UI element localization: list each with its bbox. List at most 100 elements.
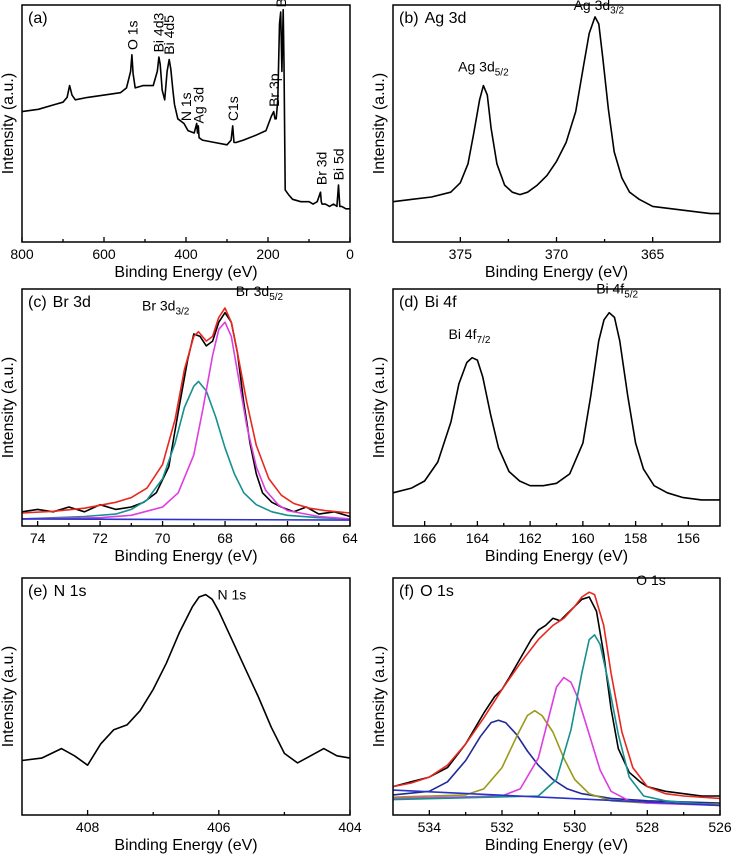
panel-b: 375 370 365 Binding Energy (eV) Intensity (a… (371, 0, 721, 281)
x-axis-title: Binding Energy (eV) (114, 548, 257, 565)
series-background (21, 518, 351, 521)
peak-label-subscript: 3/2 (610, 6, 624, 17)
panel-title: Br 3d (53, 294, 91, 311)
series-survey (21, 8, 350, 210)
peak-label-text: Bi 4d5 (161, 15, 177, 55)
peak-label-br-3p: Br 3p (266, 73, 282, 107)
peak-label-br-3d: Br 3d5/2 (236, 283, 284, 303)
x-tick-label: 530 (563, 819, 587, 835)
plot-frame (392, 577, 721, 816)
panel-letter: (f) (399, 583, 414, 600)
y-axis-title: Intensity (a.u.) (371, 73, 388, 174)
x-tick-label: 370 (545, 246, 569, 262)
peak-label-c1s: C1s (225, 96, 241, 121)
series-n-1s (21, 593, 351, 767)
peak-label-br-3d: Br 3d (313, 152, 329, 185)
series-br-3d3-2 (21, 380, 351, 520)
x-tick-label: 156 (677, 530, 701, 546)
series-bi-4f (392, 311, 720, 501)
peak-label-text: Ag 3d (574, 0, 611, 13)
x-tick-label: 0 (346, 246, 354, 262)
x-axis-title: Binding Energy (eV) (114, 264, 257, 281)
panel-letter: (b) (399, 10, 419, 27)
y-axis-title: Intensity (a.u.) (371, 646, 388, 747)
plot-frame (21, 288, 351, 527)
peak-label-subscript: 5/2 (495, 67, 509, 78)
panel-title: N 1s (54, 583, 87, 600)
x-axis-title: Binding Energy (eV) (485, 837, 628, 854)
peak-label-bi-4d3: Bi 4d3 (151, 12, 167, 52)
panel-label: (a) (28, 10, 48, 27)
peak-label-text: Bi 4f (449, 326, 477, 342)
peak-label-o-1s: O 1s (636, 572, 666, 588)
x-tick-label: 66 (280, 530, 296, 546)
panel-title: O 1s (420, 583, 454, 600)
y-axis-title: Intensity (a.u.) (371, 357, 388, 458)
series-component-529-5 (392, 634, 721, 807)
panel-a: 800 600 400 200 0 Binding Energy (eV) Intensit… (0, 0, 354, 281)
y-axis-title: Intensity (a.u.) (0, 73, 17, 174)
peak-label-text: Bi 5d (331, 148, 347, 180)
peak-label-o-1s: O 1s (124, 20, 140, 50)
peak-label-text: Bi 4f (273, 0, 289, 7)
peak-label-bi-4f: Bi 4f7/2 (449, 326, 491, 346)
peak-label-text: O 1s (124, 20, 140, 50)
x-tick-label: 72 (92, 530, 108, 546)
x-tick-label: 74 (30, 530, 46, 546)
panel-label: (b) Ag 3d (399, 10, 466, 27)
series-component-531-1 (392, 709, 721, 806)
x-tick-label: 200 (256, 246, 280, 262)
peak-label-n-1s: N 1s (178, 92, 194, 121)
panel-label: (e) N 1s (28, 583, 86, 600)
panel-c: 74 72 70 68 66 64 Binding Energy (eV) Intensity… (0, 283, 358, 565)
peak-label-subscript: 3/2 (175, 306, 189, 317)
x-tick-label: 70 (155, 530, 171, 546)
x-tick-label: 375 (449, 246, 473, 262)
panel-title: Bi 4f (425, 294, 458, 311)
x-tick-label: 404 (338, 819, 362, 835)
x-tick-label: 534 (418, 819, 442, 835)
peak-label-text: O 1s (636, 572, 666, 588)
panel-e: 408 406 404 Binding Energy (eV) Intensity (a… (0, 577, 362, 854)
x-tick-label: 166 (413, 530, 437, 546)
peak-label-bi-4d5: Bi 4d5 (161, 15, 177, 55)
peak-label-text: C1s (225, 96, 241, 121)
x-axis-title: Binding Energy (eV) (485, 264, 628, 281)
series-ag-3d (392, 16, 720, 215)
x-tick-label: 600 (92, 246, 116, 262)
panel-d: 166 164 162 160 158 156 Binding Energy (eV) Int… (371, 281, 721, 565)
panel-letter: (d) (399, 294, 419, 311)
peak-label-text: Ag 3d (458, 58, 495, 74)
x-tick-label: 526 (708, 819, 732, 835)
x-tick-label: 160 (571, 530, 595, 546)
x-tick-label: 162 (518, 530, 542, 546)
series-component-532-1 (392, 719, 721, 804)
panel-letter: (c) (28, 294, 47, 311)
x-tick-label: 532 (490, 819, 514, 835)
series-component-530-3 (392, 676, 721, 807)
x-tick-label: 800 (10, 246, 34, 262)
x-tick-label: 68 (217, 530, 233, 546)
peak-label-bi-4f: Bi 4f5/2 (596, 281, 638, 301)
series-raw (21, 311, 351, 518)
series-raw (392, 596, 720, 797)
peak-label-n-1s: N 1s (218, 586, 247, 602)
peak-label-subscript: 5/2 (269, 292, 283, 303)
peak-label-ag-3d: Ag 3d5/2 (458, 58, 509, 78)
series-fit-envelope (392, 591, 721, 800)
x-tick-label: 400 (174, 246, 198, 262)
x-tick-label: 158 (624, 530, 648, 546)
peak-label-ag-3d: Ag 3d3/2 (574, 0, 625, 17)
series-background (392, 789, 721, 807)
peak-label-text: Br 3d (236, 283, 269, 299)
panel-letter: (e) (28, 583, 48, 600)
x-tick-label: 408 (76, 819, 100, 835)
peak-label-text: Br 3d (142, 297, 175, 313)
peak-label-text: Ag 3d (190, 87, 206, 124)
panel-letter: (a) (28, 10, 48, 27)
plot-frame (392, 4, 721, 243)
x-axis-title: Binding Energy (eV) (114, 837, 257, 854)
panel-f: 534 532 530 528 526 Binding Energy (eV) Intens… (371, 572, 732, 854)
peak-label-subscript: 7/2 (477, 335, 491, 346)
